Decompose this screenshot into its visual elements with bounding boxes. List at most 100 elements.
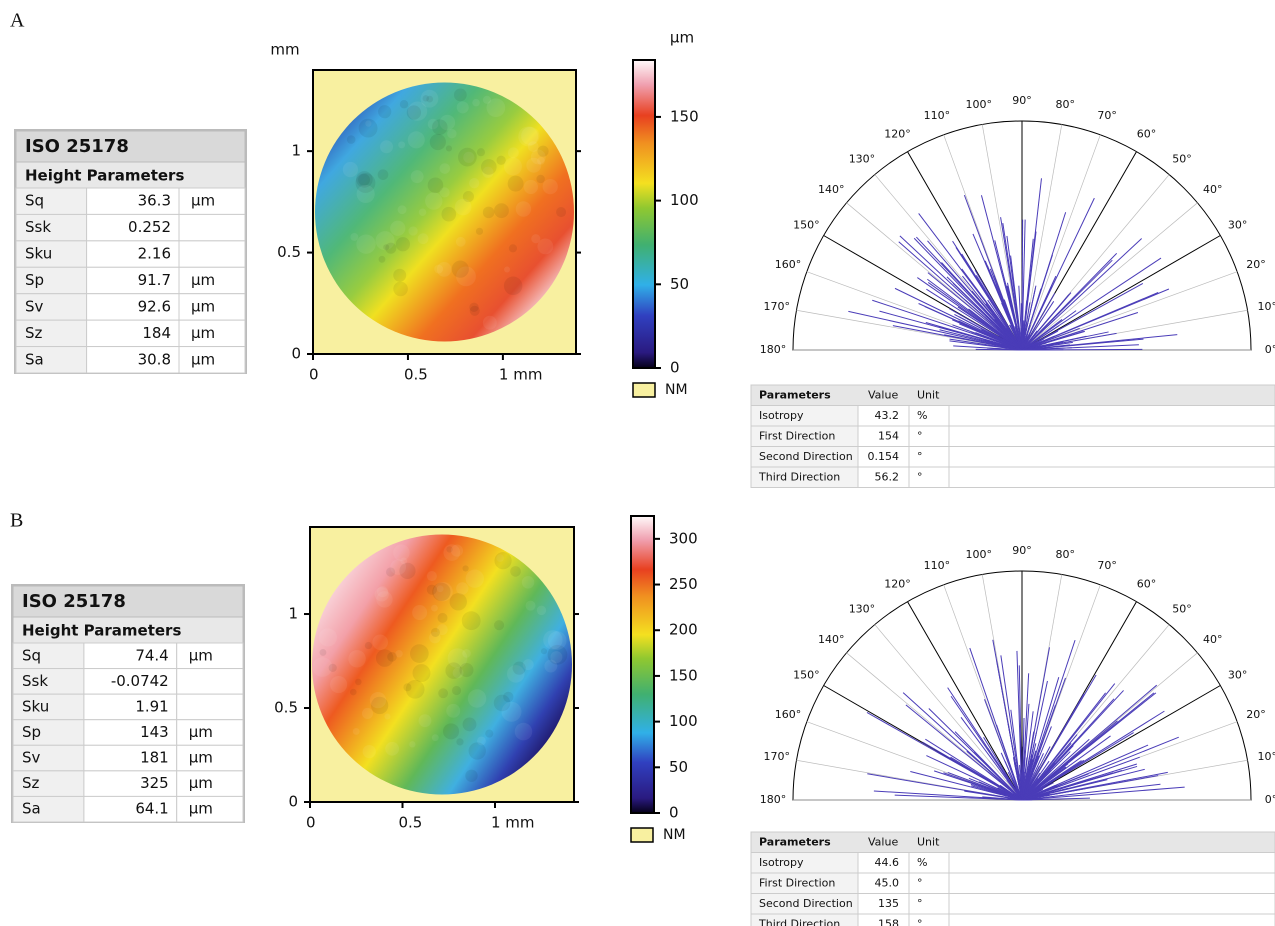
map-texture bbox=[436, 262, 452, 277]
rose-param-value: 158 bbox=[878, 917, 899, 926]
map-texture bbox=[427, 118, 439, 130]
param-value: 325 bbox=[140, 774, 169, 792]
map-texture bbox=[450, 544, 464, 557]
rose-table-cell bbox=[908, 466, 950, 488]
map-texture bbox=[422, 95, 430, 102]
map-texture bbox=[439, 187, 450, 198]
colorbar-tick-label: 250 bbox=[669, 575, 698, 593]
map-texture bbox=[439, 114, 456, 131]
map-texture bbox=[410, 170, 424, 184]
rose-param-name: Second Direction bbox=[759, 450, 853, 463]
map-texture bbox=[356, 171, 373, 188]
rose-line bbox=[949, 340, 1023, 351]
map-texture bbox=[399, 562, 416, 580]
rose-table-cell bbox=[948, 466, 1275, 488]
rose-line bbox=[975, 348, 1023, 351]
map-texture bbox=[468, 742, 486, 760]
colorbar-tick-label: 100 bbox=[669, 712, 698, 730]
map-texture bbox=[426, 584, 437, 595]
map-texture bbox=[527, 141, 539, 152]
angle-label: 50° bbox=[1172, 152, 1192, 165]
param-value: 143 bbox=[140, 723, 169, 741]
map-texture bbox=[393, 268, 407, 282]
param-name: Sku bbox=[22, 697, 49, 715]
map-texture bbox=[454, 198, 472, 216]
rose-line bbox=[1021, 254, 1053, 351]
rose-line bbox=[966, 780, 1023, 801]
angle-label: 10° bbox=[1257, 750, 1275, 763]
x-tick-label: 1 mm bbox=[491, 814, 535, 832]
map-texture bbox=[445, 145, 453, 152]
rose-line bbox=[917, 277, 1023, 351]
map-texture bbox=[377, 169, 389, 180]
map-texture bbox=[456, 101, 469, 114]
angle-label: 80° bbox=[1055, 98, 1075, 111]
table-name-cell bbox=[15, 319, 88, 348]
map-texture bbox=[356, 234, 376, 254]
map-texture bbox=[443, 544, 461, 561]
table-cell bbox=[178, 293, 246, 321]
map-texture bbox=[437, 612, 448, 623]
map-texture bbox=[451, 685, 462, 696]
colorbar-tick-label: 150 bbox=[669, 666, 698, 684]
param-name: Sz bbox=[22, 774, 40, 792]
map-texture bbox=[469, 178, 480, 189]
rose-line bbox=[1021, 772, 1041, 801]
param-unit: µm bbox=[189, 646, 213, 664]
map-texture bbox=[482, 166, 494, 178]
map-texture bbox=[451, 260, 469, 278]
angle-label: 30° bbox=[1228, 219, 1248, 232]
map-texture bbox=[496, 155, 506, 165]
map-texture bbox=[515, 201, 532, 217]
rose-line bbox=[1021, 327, 1024, 351]
map-texture bbox=[390, 559, 407, 575]
map-texture bbox=[375, 649, 394, 667]
angle-label: 40° bbox=[1203, 183, 1223, 196]
map-texture bbox=[429, 631, 441, 644]
angle-label: 30° bbox=[1228, 669, 1248, 682]
angle-label: 170° bbox=[764, 750, 791, 763]
map-texture bbox=[467, 689, 487, 708]
rose-line bbox=[867, 773, 1023, 801]
rose-line bbox=[960, 717, 1023, 801]
panel-label: A bbox=[10, 10, 25, 32]
angle-label: 140° bbox=[818, 633, 845, 646]
map-texture bbox=[462, 649, 471, 658]
map-texture bbox=[556, 207, 567, 218]
rose-line bbox=[1021, 703, 1030, 801]
map-texture bbox=[493, 620, 505, 631]
param-name: Sv bbox=[22, 749, 41, 767]
rose-param-unit: ° bbox=[917, 450, 923, 463]
map-texture bbox=[328, 663, 337, 672]
param-name: Sa bbox=[22, 800, 41, 818]
rose-table-cell bbox=[908, 405, 950, 427]
rose-line bbox=[1018, 285, 1023, 351]
colorbar-tick-label: 150 bbox=[670, 107, 699, 125]
map-texture bbox=[537, 156, 545, 165]
rose-line bbox=[971, 290, 1023, 351]
map-texture bbox=[418, 714, 432, 728]
angle-label: 90° bbox=[1012, 544, 1032, 557]
map-texture bbox=[433, 582, 453, 602]
height-map bbox=[315, 82, 574, 342]
map-texture bbox=[503, 276, 523, 296]
y-tick-label: 1 bbox=[291, 142, 301, 160]
map-texture bbox=[436, 624, 448, 636]
map-texture bbox=[453, 88, 467, 102]
map-texture bbox=[530, 149, 546, 165]
rose-param-unit: ° bbox=[917, 897, 923, 910]
map-texture bbox=[365, 120, 372, 127]
map-texture bbox=[536, 605, 547, 616]
map-texture bbox=[384, 713, 391, 720]
rose-line bbox=[1021, 331, 1057, 351]
map-texture bbox=[358, 173, 370, 186]
angle-label: 60° bbox=[1137, 577, 1157, 590]
param-value: 91.7 bbox=[138, 271, 171, 289]
angle-label: 130° bbox=[849, 602, 876, 615]
rose-line bbox=[974, 269, 1023, 351]
map-texture bbox=[431, 604, 438, 612]
rose-table-cell bbox=[948, 405, 1275, 427]
map-texture bbox=[441, 206, 457, 222]
map-texture bbox=[342, 161, 359, 178]
angle-label: 60° bbox=[1137, 127, 1157, 140]
